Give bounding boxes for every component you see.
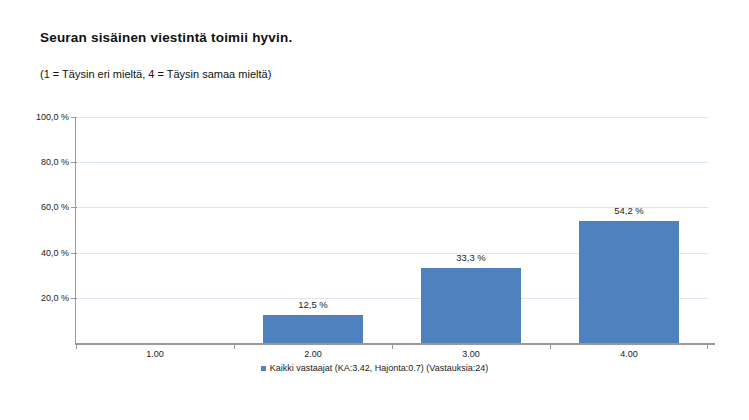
bar-3.00 [421,268,521,343]
y-axis-tick-label: 40,0 % [41,248,76,258]
y-axis-tick-label: 80,0 % [41,157,76,167]
chart-title: Seuran sisäinen viestintä toimii hyvin. [40,30,292,45]
legend-label: Kaikki vastaajat (KA:3.42, Hajonta:0.7) … [270,363,488,373]
x-axis-category-label: 1.00 [146,349,164,359]
gridline [76,117,708,118]
plot-area: 20,0 %40,0 %60,0 %80,0 %100,0 %1.0012,5 … [76,117,708,343]
x-axis-line [75,343,715,345]
bar-value-label: 54,2 % [614,205,644,216]
x-axis-tick [234,345,235,349]
x-axis-tick [707,345,708,349]
bar-4.00 [579,221,679,343]
bar-value-label: 12,5 % [298,299,328,310]
gridline [76,162,708,163]
y-axis-tick-label: 100,0 % [36,112,76,122]
x-axis-category-label: 2.00 [304,349,322,359]
survey-report-page: { "title": "Seuran sisäinen viestintä to… [0,0,749,420]
legend: Kaikki vastaajat (KA:3.42, Hajonta:0.7) … [0,363,749,373]
x-axis-tick [550,345,551,349]
bar-value-label: 33,3 % [456,252,486,263]
y-axis-tick-label: 20,0 % [41,293,76,303]
gridline [76,207,708,208]
x-axis-category-label: 4.00 [620,349,638,359]
bar-2.00 [263,315,363,343]
chart-subtitle: (1 = Täysin eri mieltä, 4 = Täysin samaa… [40,68,271,80]
x-axis-tick [76,345,77,349]
y-axis-line [75,117,76,343]
x-axis-category-label: 3.00 [462,349,480,359]
y-axis-tick-label: 60,0 % [41,202,76,212]
legend-marker-icon [261,366,266,371]
x-axis-tick [392,345,393,349]
